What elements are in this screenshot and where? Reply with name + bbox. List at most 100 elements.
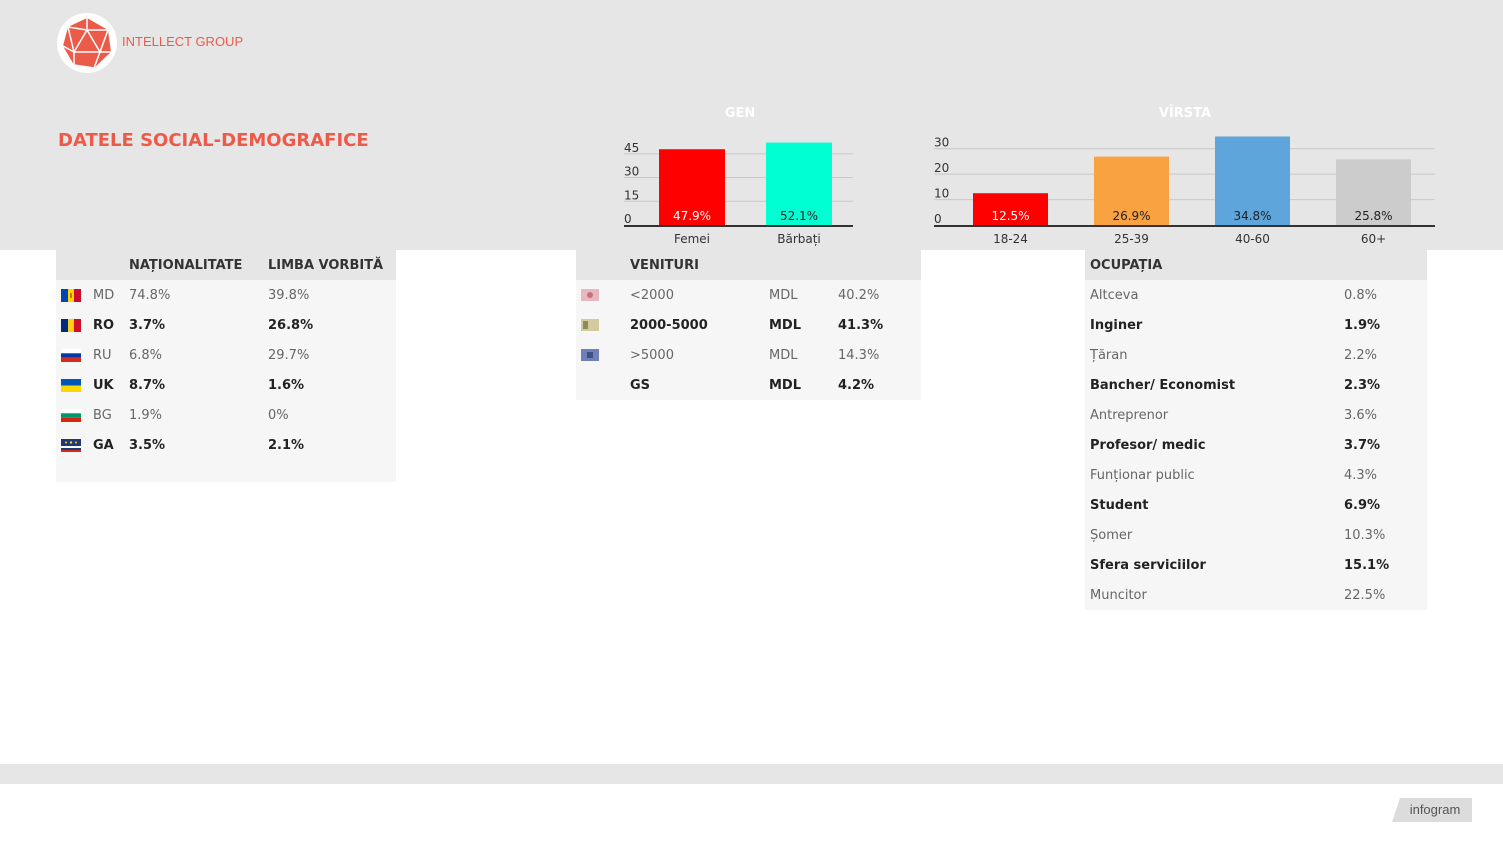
language-value: 2.1% — [263, 430, 396, 460]
table-row: GA 3.5% 2.1% — [56, 430, 396, 460]
income-pct: 4.2% — [833, 370, 921, 400]
occupation-name: Țăran — [1085, 340, 1339, 370]
nationality-value: 3.7% — [124, 310, 263, 340]
col-income-header: VENITURI — [625, 250, 764, 280]
ua-flag-icon — [61, 378, 81, 392]
y-tick-label: 30 — [934, 136, 949, 150]
language-value: 1.6% — [263, 370, 396, 400]
income-icon-cell — [576, 340, 625, 370]
table-row: RU 6.8% 29.7% — [56, 340, 396, 370]
banknote-green-icon — [581, 319, 599, 331]
ga-flag-cell — [56, 430, 88, 460]
income-icon-cell — [576, 280, 625, 310]
table-row: Țăran 2.2% — [1085, 340, 1427, 370]
occupation-pct: 3.6% — [1339, 400, 1427, 430]
occupation-pct: 6.9% — [1339, 490, 1427, 520]
occupation-pct: 15.1% — [1339, 550, 1427, 580]
income-range: >5000 — [625, 340, 764, 370]
table-row: UK 8.7% 1.6% — [56, 370, 396, 400]
bar-18-24 — [973, 193, 1048, 225]
occupation-pct: 2.2% — [1339, 340, 1427, 370]
md-flag-icon — [61, 288, 81, 302]
table-row: GS MDL 4.2% — [576, 370, 921, 400]
income-currency: MDL — [764, 370, 833, 400]
table-row: RO 3.7% 26.8% — [56, 310, 396, 340]
language-value: 39.8% — [263, 280, 396, 310]
occupation-name: Student — [1085, 490, 1339, 520]
occupation-pct: 3.7% — [1339, 430, 1427, 460]
y-tick-label: 15 — [624, 188, 639, 202]
x-tick-label: Bărbați — [777, 232, 821, 246]
bar-data-label: 26.9% — [1112, 209, 1150, 223]
language-value: 26.8% — [263, 310, 396, 340]
occupation-name: Profesor/ medic — [1085, 430, 1339, 460]
y-tick-label: 0 — [624, 212, 632, 226]
income-range: 2000-5000 — [625, 310, 764, 340]
table-row: Profesor/ medic 3.7% — [1085, 430, 1427, 460]
bar-40-60 — [1215, 136, 1290, 225]
y-tick-label: 45 — [624, 141, 639, 155]
occupation-pct: 22.5% — [1339, 580, 1427, 610]
brand-name: INTELLECT GROUP — [122, 34, 244, 49]
table-row: Bancher/ Economist 2.3% — [1085, 370, 1427, 400]
nationality-value: 3.5% — [124, 430, 263, 460]
col-flag-header — [56, 250, 88, 280]
col-nationality-header: NAȚIONALITATE — [124, 250, 263, 280]
ru-flag-icon — [61, 348, 81, 362]
occupation-pct: 10.3% — [1339, 520, 1427, 550]
infogram-link[interactable]: infogram — [1409, 802, 1461, 817]
occupation-pct: 1.9% — [1339, 310, 1427, 340]
table-row: Altceva 0.8% — [1085, 280, 1427, 310]
table-row: Sfera serviciilor 15.1% — [1085, 550, 1427, 580]
bar-Bărbați — [766, 142, 832, 225]
income-icon-cell — [576, 310, 625, 340]
occupation-name: Antreprenor — [1085, 400, 1339, 430]
table-row: >5000 MDL 14.3% — [576, 340, 921, 370]
bar-60+ — [1336, 159, 1411, 225]
footer-band — [0, 764, 1503, 784]
country-code: RO — [88, 310, 124, 340]
nationality-value: 8.7% — [124, 370, 263, 400]
country-code: MD — [88, 280, 124, 310]
bar-data-label: 25.8% — [1354, 209, 1392, 223]
banknote-blue-icon — [581, 349, 599, 361]
bg-flag-icon — [61, 408, 81, 422]
occupation-pct: 0.8% — [1339, 280, 1427, 310]
virsta-chart-title: VÎRSTA — [1158, 106, 1212, 121]
y-tick-label: 20 — [934, 161, 949, 175]
ro-flag-icon — [61, 318, 81, 332]
table-row: BG 1.9% 0% — [56, 400, 396, 430]
col-code-header — [88, 250, 124, 280]
occupation-name: Altceva — [1085, 280, 1339, 310]
occupation-pct: 2.3% — [1339, 370, 1427, 400]
bg-flag-cell — [56, 400, 88, 430]
bar-Femei — [659, 149, 725, 225]
page-title: DATELE SOCIAL-DEMOGRAFICE — [58, 130, 369, 151]
col-language-header: LIMBA VORBITĂ — [263, 250, 396, 280]
col-icon-header — [576, 250, 625, 280]
country-code: RU — [88, 340, 124, 370]
occupation-name: Muncitor — [1085, 580, 1339, 610]
x-tick-label: 18-24 — [993, 232, 1028, 246]
table-row: Student 6.9% — [1085, 490, 1427, 520]
language-value: 29.7% — [263, 340, 396, 370]
income-currency: MDL — [764, 280, 833, 310]
y-tick-label: 0 — [934, 212, 942, 226]
x-tick-label: 25-39 — [1114, 232, 1149, 246]
col-income-pct-header — [833, 250, 921, 280]
country-code: GA — [88, 430, 124, 460]
gen-bar-chart: 0 15 30 45 47.9% Femei 52.1% Bărbați — [624, 141, 853, 246]
col-currency-header — [764, 250, 833, 280]
occupation-name: Inginer — [1085, 310, 1339, 340]
language-value: 0% — [263, 400, 396, 430]
x-tick-label: 60+ — [1361, 232, 1386, 246]
income-pct: 40.2% — [833, 280, 921, 310]
y-tick-label: 10 — [934, 187, 949, 201]
income-table: VENITURI <2000 MDL 40.2% 2000-5000 MDL 41.3% >… — [576, 250, 921, 400]
md-flag-cell — [56, 280, 88, 310]
table-row: Șomer 10.3% — [1085, 520, 1427, 550]
infogram-badge-icon[interactable] — [1392, 798, 1472, 822]
bar-data-label: 47.9% — [673, 209, 711, 223]
table-row: Funționar public 4.3% — [1085, 460, 1427, 490]
occupation-name: Bancher/ Economist — [1085, 370, 1339, 400]
